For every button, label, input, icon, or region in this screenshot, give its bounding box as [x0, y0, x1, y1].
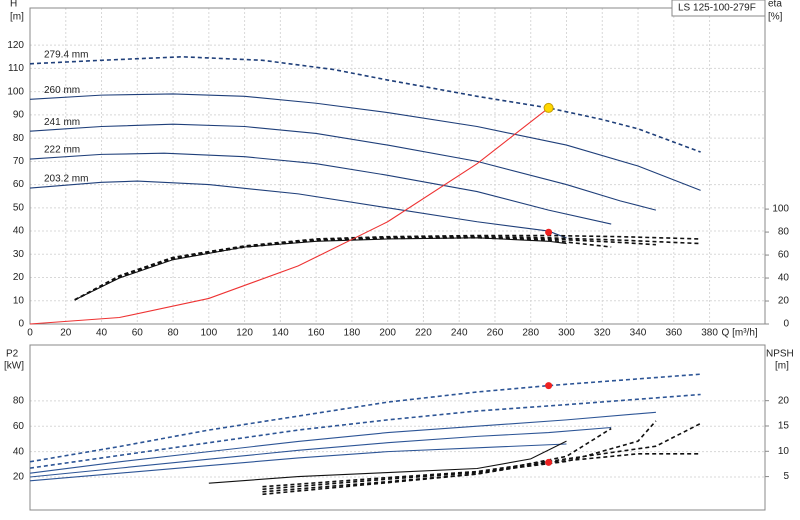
y2-tick-label: 0	[783, 319, 789, 330]
y2-tick-label: 100	[772, 204, 789, 215]
x-tick-label: 80	[168, 328, 180, 339]
y2-tick-label: 15	[778, 421, 790, 432]
x-tick-label: 180	[344, 328, 361, 339]
x-tick-label: 220	[415, 328, 432, 339]
y-tick-label: 20	[13, 472, 25, 483]
y2-tick-label: 5	[783, 471, 789, 482]
y-tick-label: 60	[13, 421, 25, 432]
y-axis-label: H	[10, 0, 17, 10]
duty-point	[543, 102, 554, 113]
x-axis-label: Q [m³/h]	[722, 328, 758, 339]
y-tick-label: 40	[13, 446, 25, 457]
chart-title: LS 125-100-279F	[678, 3, 756, 14]
y-tick-label: 60	[13, 179, 25, 190]
title-box	[671, 0, 766, 17]
curve	[29, 411, 656, 474]
curve	[208, 440, 567, 484]
duty-point	[545, 228, 553, 236]
y-tick-label: 30	[13, 249, 25, 260]
x-tick-label: 340	[630, 328, 647, 339]
x-tick-label: 100	[200, 328, 217, 339]
y-axis-unit: [kW]	[4, 361, 24, 372]
y-tick-label: 10	[13, 295, 25, 306]
y-tick-label: 90	[13, 110, 25, 121]
y2-tick-label: 10	[778, 446, 790, 457]
curve	[29, 426, 612, 478]
y2-tick-label: 60	[778, 250, 790, 261]
y2-axis-unit: [m]	[775, 361, 789, 372]
curve-label: 241 mm	[44, 117, 80, 128]
plot-frame	[29, 344, 766, 511]
curve	[29, 180, 567, 239]
curve	[29, 393, 701, 469]
x-tick-label: 0	[27, 328, 33, 339]
y-tick-label: 40	[13, 226, 25, 237]
y-tick-label: 50	[13, 202, 25, 213]
x-tick-label: 200	[379, 328, 396, 339]
y-tick-label: 20	[13, 272, 25, 283]
y2-axis-label: NPSH	[766, 349, 794, 360]
y-tick-label: 0	[18, 319, 24, 330]
curve	[29, 123, 657, 211]
x-tick-label: 320	[594, 328, 611, 339]
curve	[74, 236, 656, 301]
curve	[29, 443, 567, 482]
x-tick-label: 260	[487, 328, 504, 339]
y-tick-label: 100	[7, 86, 24, 97]
x-tick-label: 300	[558, 328, 575, 339]
curve	[29, 107, 549, 325]
y-tick-label: 80	[13, 133, 25, 144]
x-tick-label: 60	[132, 328, 144, 339]
y-tick-label: 110	[8, 63, 24, 74]
y-axis-unit: [m]	[10, 12, 24, 23]
x-tick-label: 40	[96, 328, 108, 339]
x-tick-label: 380	[701, 328, 718, 339]
curve-label: 203.2 mm	[44, 174, 88, 185]
x-tick-label: 160	[308, 328, 325, 339]
curve	[29, 373, 701, 463]
duty-point	[545, 382, 553, 390]
curve	[262, 453, 701, 496]
y2-tick-label: 20	[778, 296, 790, 307]
x-tick-label: 20	[60, 328, 72, 339]
y2-tick-label: 40	[778, 273, 790, 284]
curve-label: 279.4 mm	[44, 49, 88, 60]
y2-tick-label: 20	[778, 395, 790, 406]
y2-axis-unit: [%]	[768, 12, 783, 23]
curve-label: 222 mm	[44, 145, 80, 156]
x-tick-label: 120	[236, 328, 253, 339]
x-tick-label: 280	[522, 328, 539, 339]
x-tick-label: 240	[451, 328, 468, 339]
curve	[29, 93, 701, 191]
duty-point	[545, 458, 553, 466]
y-tick-label: 80	[13, 395, 25, 406]
y-tick-label: 120	[7, 40, 24, 51]
y2-axis-label: eta	[768, 0, 782, 10]
plot-frame	[29, 7, 766, 325]
y-axis-label: P2	[6, 349, 19, 360]
curve	[29, 152, 612, 225]
y2-tick-label: 80	[778, 227, 790, 238]
curve	[29, 55, 701, 153]
y-tick-label: 70	[13, 156, 25, 167]
x-tick-label: 140	[272, 328, 289, 339]
curve	[262, 427, 612, 493]
curve	[74, 237, 567, 301]
curve-label: 260 mm	[44, 85, 80, 96]
x-tick-label: 360	[665, 328, 682, 339]
